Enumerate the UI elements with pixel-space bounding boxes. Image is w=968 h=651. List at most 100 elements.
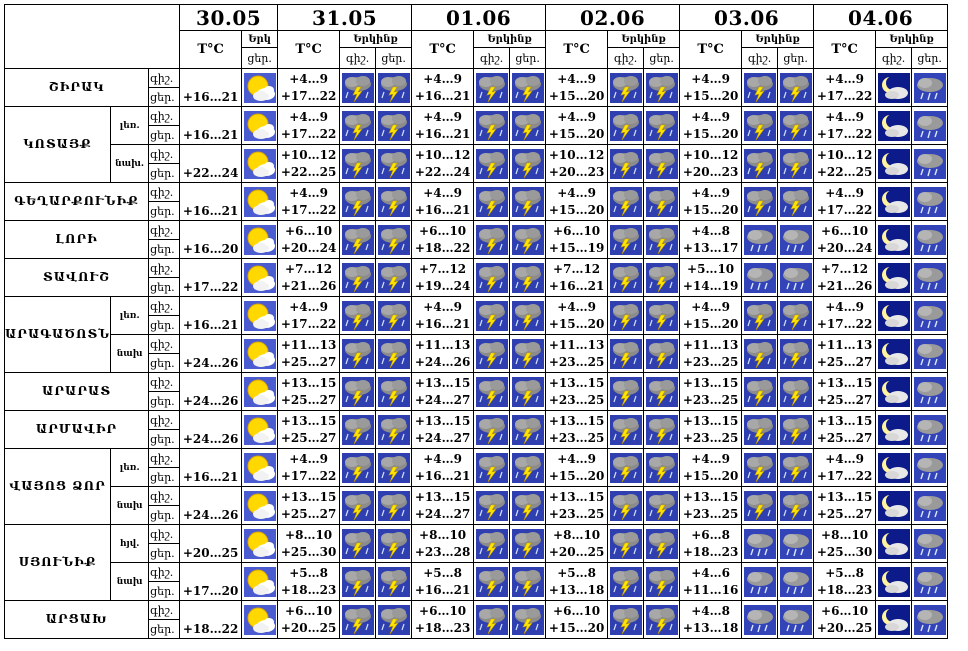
thunderstorm-icon: [607, 448, 645, 487]
thunderstorm-icon: [607, 410, 645, 449]
night-temp: +7…12: [419, 261, 467, 276]
night-temp: +4…9: [825, 451, 864, 466]
sun-cloud-icon: [241, 106, 279, 145]
day-temp: +17…22: [280, 126, 337, 141]
forecast-row: նախ գիշ. +24…26 +11…13 +25…27 +11…13 +24…26 +11…: [5, 334, 949, 373]
date-header: 04.06: [813, 4, 949, 31]
day-temp: +17…22: [280, 316, 337, 331]
day-temp: +15…20: [548, 88, 605, 103]
forecast-row: ցեր.: [5, 619, 948, 639]
thunderstorm-icon: [375, 334, 413, 373]
day-temp: +20…23: [548, 164, 605, 179]
day-temp: +11…16: [682, 582, 739, 597]
temperature-header: T°C: [545, 30, 609, 69]
day-temp: +24…26: [182, 508, 239, 522]
thunderstorm-icon: [643, 296, 681, 335]
temperature-cell: +13…15 +25…27: [277, 410, 341, 449]
day-temp: +17…22: [182, 280, 239, 294]
temperature-cell: +7…12 +21…26: [813, 258, 877, 297]
night-label: գիշ.: [148, 220, 181, 240]
region-name: ԱՐԱՐԱՏ: [3, 372, 150, 411]
rain-cloud-icon: [911, 562, 949, 601]
night-temp: +13…15: [414, 413, 471, 428]
day-temp: +24…26: [182, 356, 239, 370]
day-subheader: ցեր.: [509, 47, 547, 69]
day-temp: +23…25: [682, 354, 739, 369]
sun-cloud-icon: [241, 486, 279, 525]
forecast-row: ԼՈՐԻ գիշ. +16…20 +6…10 +20…24 +6…10 +18…22 +6…1…: [3, 220, 949, 259]
day-temp: +24…27: [414, 506, 471, 521]
day-temp: +16…21: [414, 202, 471, 217]
night-temp: +13…15: [414, 375, 471, 390]
day-temp: +17…22: [280, 468, 337, 483]
night-temp: +13…15: [414, 489, 471, 504]
night-temp: +5…8: [825, 565, 864, 580]
night-temp: +10…12: [816, 147, 873, 162]
thunderstorm-icon: [741, 486, 779, 525]
night-temp: +4…9: [557, 451, 596, 466]
day-temp: +23…25: [682, 506, 739, 521]
temperature-cell: +13…15 +25…27: [813, 372, 877, 411]
region-name: ԿՈՏԱՅՔ: [3, 106, 112, 183]
temperature-cell: +11…13 +23…25: [545, 334, 609, 373]
date-header: 30.05: [179, 4, 279, 31]
day-temp: +17…22: [816, 316, 873, 331]
night-subheader: գիշ.: [473, 47, 511, 69]
temperature-cell: +4…9 +15…20: [545, 182, 609, 221]
night-temp: +13…15: [816, 375, 873, 390]
temperature-cell: +6…10 +15…19: [545, 220, 609, 259]
thunderstorm-icon: [741, 68, 779, 107]
temperature-cell: +5…10 +14…19: [679, 258, 743, 297]
rain-cloud-icon: [777, 562, 815, 601]
night-temp: +4…9: [289, 109, 328, 124]
thunderstorm-icon: [375, 220, 413, 259]
temperature-cell: +11…13 +23…25: [679, 334, 743, 373]
day-temp: +17…20: [182, 584, 239, 598]
forecast-row: նախ գիշ. +24…26 +13…15 +25…27 +13…15 +24…27 +13…: [5, 486, 949, 525]
night-temp: +13…15: [682, 375, 739, 390]
day-temp: +15…20: [548, 126, 605, 141]
temperature-cell: +4…9 +15…20: [545, 296, 609, 335]
night-temp: +4…9: [423, 451, 462, 466]
day-temp: +16…21: [414, 582, 471, 597]
temperature-cell: +6…10 +15…20: [545, 600, 609, 639]
day-temp: +13…18: [548, 582, 605, 597]
forecast-row: ՎԱՅՈՑ ՁՈՐ լեռ. գիշ. +16…21 +4…9 +17…22 +4…9 +16…: [3, 448, 949, 525]
temperature-header: T°C: [813, 30, 877, 69]
night-temp: +11…13: [280, 337, 337, 352]
day-temp: +16…21: [182, 470, 239, 484]
temperature-cell: +20…25: [179, 524, 243, 563]
moon-cloud-icon: [875, 562, 913, 601]
thunderstorm-icon: [607, 182, 645, 221]
thunderstorm-icon: [473, 296, 511, 335]
sub-region-label: լեռ.: [110, 448, 150, 487]
moon-cloud-icon: [875, 600, 913, 639]
night-temp: +6…10: [285, 603, 333, 618]
thunderstorm-icon: [607, 486, 645, 525]
day-temp: +25…30: [280, 544, 337, 559]
temperature-cell: +13…15 +24…27: [411, 410, 475, 449]
thunderstorm-icon: [741, 448, 779, 487]
sun-cloud-icon: [241, 258, 279, 297]
thunderstorm-icon: [473, 448, 511, 487]
thunderstorm-icon: [643, 258, 681, 297]
region-name: ԱՐՄԱՎԻՐ: [3, 410, 150, 449]
night-temp: +10…12: [682, 147, 739, 162]
day-temp: +15…20: [682, 88, 739, 103]
night-label: գիշ.: [148, 334, 181, 354]
night-temp: +13…15: [280, 375, 337, 390]
day-temp: +18…23: [682, 544, 739, 559]
thunderstorm-icon: [339, 562, 377, 601]
night-temp: +13…15: [548, 375, 605, 390]
night-temp: +4…9: [691, 185, 730, 200]
thunderstorm-icon: [777, 486, 815, 525]
temperature-cell: +8…10 +23…28: [411, 524, 475, 563]
night-label: գիշ.: [148, 524, 181, 544]
sky-header: Երկինք: [875, 30, 949, 48]
day-temp: +16…21: [414, 126, 471, 141]
thunderstorm-icon: [473, 68, 511, 107]
night-temp: +10…12: [548, 147, 605, 162]
thunderstorm-icon: [607, 334, 645, 373]
thunderstorm-icon: [339, 106, 377, 145]
moon-cloud-icon: [875, 372, 913, 411]
